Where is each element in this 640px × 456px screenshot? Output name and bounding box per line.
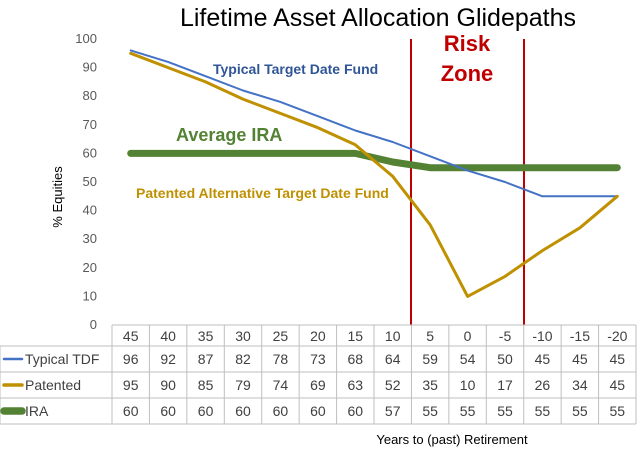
y-tick-label: 100 <box>75 31 97 46</box>
data-label: 85 <box>198 377 214 393</box>
annotation-risk: Risk <box>444 31 491 56</box>
y-tick-label: 0 <box>90 317 97 332</box>
legend-entry: IRA <box>25 403 49 419</box>
data-label: 60 <box>273 403 289 419</box>
data-label: 45 <box>572 351 588 367</box>
annotation-average-ira: Average IRA <box>176 125 282 145</box>
x-tick-label: 25 <box>273 328 289 344</box>
data-label: 95 <box>123 377 139 393</box>
y-tick-label: 80 <box>83 88 97 103</box>
data-label: 26 <box>535 377 551 393</box>
x-axis-label: Years to (past) Retirement <box>376 432 528 447</box>
annotation-typical-tdf: Typical Target Date Fund <box>213 61 378 77</box>
risk-zone <box>410 39 525 325</box>
series-line-patented <box>129 51 619 298</box>
data-label: 82 <box>235 351 251 367</box>
data-label: 35 <box>422 377 438 393</box>
x-tick-label: 40 <box>160 328 176 344</box>
data-label: 17 <box>497 377 513 393</box>
data-label: 60 <box>235 403 251 419</box>
data-label: 59 <box>422 351 438 367</box>
data-label: 55 <box>610 403 626 419</box>
data-label: 50 <box>497 351 513 367</box>
data-label: 55 <box>422 403 438 419</box>
data-label: 92 <box>160 351 176 367</box>
series-line-typical-tdf <box>129 49 619 198</box>
legend-entry: Patented <box>25 377 81 393</box>
data-label: 45 <box>610 351 626 367</box>
data-label: 60 <box>348 403 364 419</box>
x-tick-label: -15 <box>570 328 590 344</box>
x-tick-label: 10 <box>385 328 401 344</box>
data-label: 60 <box>160 403 176 419</box>
x-tick-label: 0 <box>464 328 472 344</box>
data-label: 55 <box>572 403 588 419</box>
data-label: 34 <box>572 377 588 393</box>
data-label: 87 <box>198 351 214 367</box>
y-tick-label: 50 <box>83 174 97 189</box>
data-label: 90 <box>160 377 176 393</box>
y-axis-ticks: 0 10 20 30 40 50 60 70 80 90 100 <box>75 31 97 332</box>
data-label: 52 <box>385 377 401 393</box>
chart-title: Lifetime Asset Allocation Glidepaths <box>180 4 576 32</box>
x-tick-label: 15 <box>348 328 364 344</box>
x-tick-label: 5 <box>426 328 434 344</box>
data-label: 96 <box>123 351 139 367</box>
data-label: 60 <box>123 403 139 419</box>
y-tick-label: 90 <box>83 60 97 75</box>
data-label: 55 <box>497 403 513 419</box>
data-label: 55 <box>535 403 551 419</box>
y-tick-label: 40 <box>83 203 97 218</box>
data-label: 73 <box>310 351 326 367</box>
data-label: 69 <box>310 377 326 393</box>
data-label: 60 <box>310 403 326 419</box>
x-tick-label: -20 <box>607 328 627 344</box>
data-label: 60 <box>198 403 214 419</box>
x-tick-label: -5 <box>499 328 512 344</box>
data-label: 74 <box>273 377 289 393</box>
x-tick-label: 20 <box>310 328 326 344</box>
data-label: 54 <box>460 351 476 367</box>
data-label: 55 <box>460 403 476 419</box>
y-tick-label: 30 <box>83 231 97 246</box>
data-label: 57 <box>385 403 401 419</box>
y-tick-label: 60 <box>83 145 97 160</box>
x-tick-label: 45 <box>123 328 139 344</box>
y-tick-label: 10 <box>83 288 97 303</box>
series-lines <box>127 49 621 298</box>
x-tick-label: 30 <box>235 328 251 344</box>
data-label: 78 <box>273 351 289 367</box>
y-axis-label: % Equities <box>50 166 65 228</box>
y-tick-label: 20 <box>83 260 97 275</box>
data-label: 63 <box>348 377 364 393</box>
legend-entry: Typical TDF <box>25 351 99 367</box>
data-label: 45 <box>535 351 551 367</box>
x-tick-label: 35 <box>198 328 214 344</box>
data-label: 10 <box>460 377 476 393</box>
data-label: 68 <box>348 351 364 367</box>
annotation-zone: Zone <box>441 61 494 86</box>
data-label: 64 <box>385 351 401 367</box>
data-label: 45 <box>610 377 626 393</box>
x-tick-label: -10 <box>532 328 552 344</box>
y-tick-label: 70 <box>83 117 97 132</box>
series-line-ira <box>127 149 621 172</box>
annotation-patented-alternative: Patented Alternative Target Date Fund <box>136 185 389 201</box>
data-label: 79 <box>235 377 251 393</box>
